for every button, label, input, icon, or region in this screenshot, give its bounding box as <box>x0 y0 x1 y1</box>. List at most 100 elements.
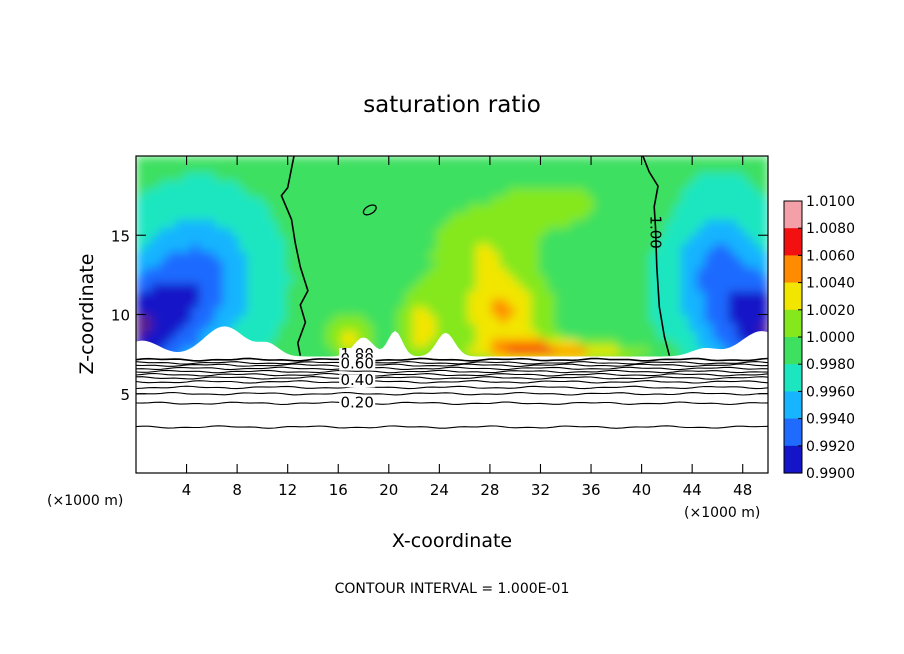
heatmap-cell <box>412 306 422 316</box>
heatmap-cell <box>254 259 264 268</box>
heatmap-cell <box>507 235 516 244</box>
heatmap-cell <box>428 187 437 197</box>
heatmap-cell <box>143 219 153 229</box>
heatmap-cell <box>720 274 730 284</box>
heatmap-cell <box>467 346 477 355</box>
heatmap-cell <box>752 156 761 165</box>
heatmap-cell <box>262 290 272 300</box>
heatmap-cell <box>191 314 200 324</box>
heatmap-cell <box>515 298 524 308</box>
heatmap-cell <box>459 171 469 181</box>
heatmap-cell <box>333 274 343 284</box>
heatmap-cell <box>270 306 279 316</box>
heatmap-cell <box>625 298 635 308</box>
heatmap-cell <box>357 235 366 244</box>
heatmap-cell <box>491 306 501 316</box>
heatmap-cell <box>681 346 690 355</box>
heatmap-cell <box>546 219 556 229</box>
heatmap-cell <box>562 314 572 324</box>
heatmap-cell <box>459 163 469 173</box>
heatmap-cell <box>570 306 580 316</box>
heatmap-cell <box>602 330 611 340</box>
heatmap-cell <box>199 171 208 181</box>
heatmap-cell <box>388 314 398 324</box>
heatmap-cell <box>191 266 200 276</box>
heatmap-cell <box>720 171 730 181</box>
heatmap-cell <box>278 243 287 252</box>
contour-line <box>136 361 768 365</box>
heatmap-cell <box>491 219 501 229</box>
contour-label-bg <box>339 396 376 410</box>
heatmap-cell <box>665 156 674 165</box>
heatmap-cell <box>175 274 185 284</box>
heatmap-cell <box>681 330 690 340</box>
heatmap-cell <box>491 266 501 276</box>
heatmap-cell <box>602 306 611 316</box>
heatmap-cell <box>262 187 272 197</box>
heatmap-cell <box>562 179 572 189</box>
heatmap-cell <box>760 227 768 236</box>
heatmap-cell <box>199 235 208 244</box>
heatmap-cell <box>380 306 390 316</box>
heatmap-cell <box>246 156 256 165</box>
heatmap-cell <box>523 306 532 316</box>
heatmap-cell <box>554 314 564 324</box>
x-tick-label: 8 <box>232 481 242 499</box>
heatmap-cell <box>143 330 153 340</box>
heatmap-cell <box>412 195 422 205</box>
heatmap-cell <box>570 219 580 229</box>
saturation-contour-island <box>362 204 377 216</box>
heatmap-cell <box>562 346 572 355</box>
heatmap-cell <box>475 314 485 324</box>
heatmap-cell <box>412 259 422 268</box>
heatmap-cell <box>752 235 761 244</box>
colorbar-swatch <box>784 255 802 284</box>
heatmap-cell <box>294 211 303 221</box>
heatmap-cell <box>246 306 256 316</box>
heatmap-cell <box>246 322 256 332</box>
heatmap-cell <box>531 187 540 197</box>
heatmap-cell <box>689 227 698 236</box>
heatmap-cell <box>262 163 272 173</box>
heatmap-cell <box>507 282 516 292</box>
heatmap-cell <box>404 203 414 213</box>
heatmap-cell <box>215 314 224 324</box>
heatmap-cell <box>507 163 516 173</box>
heatmap-cell <box>159 211 169 221</box>
heatmap-cell <box>136 266 145 276</box>
heatmap-cell <box>665 219 674 229</box>
heatmap-cell <box>475 251 485 260</box>
heatmap-cell <box>317 203 327 213</box>
heatmap-cell <box>633 266 643 276</box>
contour-line <box>136 401 768 406</box>
heatmap-cell <box>531 330 540 340</box>
heatmap-cell <box>404 346 414 355</box>
heatmap-cell <box>222 314 232 324</box>
heatmap-cell <box>689 171 698 181</box>
heatmap-cell <box>254 211 264 221</box>
heatmap-cell <box>467 243 477 252</box>
heatmap-cell <box>712 195 722 205</box>
heatmap-cell <box>246 251 256 260</box>
heatmap-cell <box>396 282 406 292</box>
heatmap-cell <box>491 227 501 236</box>
heatmap-cell <box>617 235 627 244</box>
heatmap-cell <box>365 187 374 197</box>
heatmap-cell <box>175 219 185 229</box>
heatmap-cell <box>689 266 698 276</box>
heatmap-cell <box>610 314 619 324</box>
heatmap-cell <box>333 338 343 347</box>
heatmap-cell <box>428 243 437 252</box>
heatmap-cell <box>388 259 398 268</box>
heatmap-cell <box>641 259 651 268</box>
heatmap-cell <box>617 156 627 165</box>
heatmap-cell <box>404 306 414 316</box>
heatmap-cell <box>531 171 540 181</box>
heatmap-cell <box>333 211 343 221</box>
heatmap-cell <box>270 298 279 308</box>
heatmap-cell <box>278 156 287 165</box>
heatmap-cell <box>696 227 706 236</box>
heatmap-cell <box>641 227 651 236</box>
heatmap-cell <box>317 235 327 244</box>
heatmap-cell <box>349 195 358 205</box>
